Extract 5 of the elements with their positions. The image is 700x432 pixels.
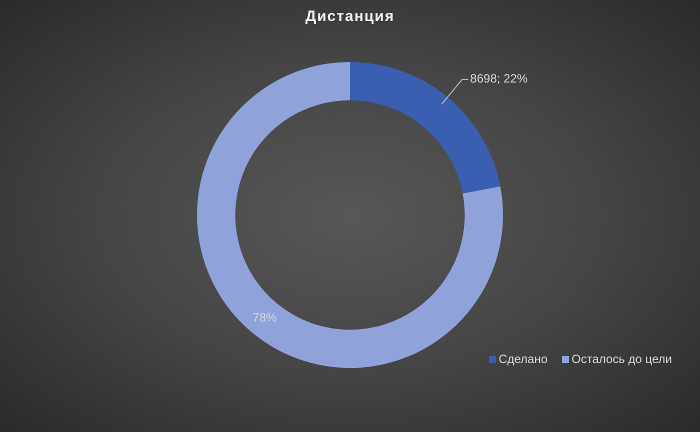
data-label: 8698; 22% bbox=[470, 72, 528, 86]
data-label: 78% bbox=[252, 310, 277, 324]
legend-label: Сделано bbox=[498, 352, 548, 366]
legend-label: Осталось до цели bbox=[572, 352, 672, 366]
chart-title: Дистанция bbox=[304, 8, 396, 25]
